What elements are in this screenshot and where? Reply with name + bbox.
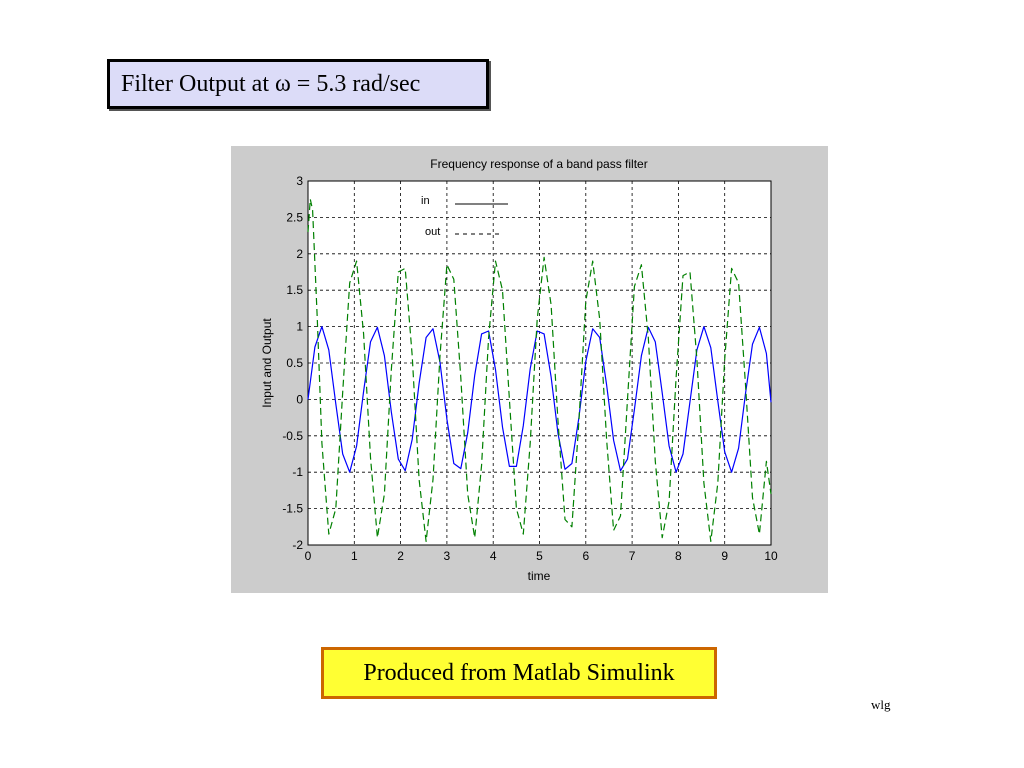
- series-layer: [307, 198, 772, 542]
- x-tick-label: 5: [536, 549, 543, 563]
- series-line-out: [307, 198, 772, 542]
- footer-initials: wlg: [871, 697, 891, 712]
- y-tick-label: -0.5: [282, 429, 303, 443]
- y-tick-label: -1.5: [282, 502, 303, 516]
- legend-label-out: out: [425, 226, 440, 238]
- y-axis-label: Input and Output: [260, 318, 274, 408]
- legend-label-in: in: [421, 195, 430, 207]
- y-tick-label: -2: [292, 538, 303, 552]
- grid-layer: [308, 181, 771, 545]
- chart-title: Frequency response of a band pass filter: [430, 157, 647, 171]
- y-tick-label: -1: [292, 465, 303, 479]
- tick-layer: 0 1 2 3 4 5 6 7 8 9 10 3 2.5 2 1.5 1 0.5 0 -0.5 -1 -1.5 -2: [282, 174, 778, 563]
- caption-box: Produced from Matlab Simulink: [321, 647, 717, 699]
- x-tick-label: 9: [721, 549, 728, 563]
- y-tick-label: 1.5: [286, 283, 303, 297]
- x-tick-label: 1: [351, 549, 358, 563]
- y-tick-label: 0.5: [286, 356, 303, 370]
- chart-figure: 0 1 2 3 4 5 6 7 8 9 10 3 2.5 2 1.5 1 0.5 0 -0.5 -1 -1.5 -2 Fr…: [231, 146, 828, 593]
- chart-legend: in out: [421, 195, 508, 238]
- chart-svg: 0 1 2 3 4 5 6 7 8 9 10 3 2.5 2 1.5 1 0.5 0 -0.5 -1 -1.5 -2 Fr…: [260, 157, 778, 583]
- slide-title: Filter Output at ω = 5.3 rad/sec: [107, 59, 489, 109]
- y-tick-label: 3: [296, 174, 303, 188]
- x-tick-label: 8: [675, 549, 682, 563]
- x-tick-label: 2: [397, 549, 404, 563]
- series-line-in: [307, 326, 772, 473]
- y-tick-label: 0: [296, 392, 303, 406]
- x-tick-label: 3: [444, 549, 451, 563]
- x-axis-label: time: [528, 569, 551, 583]
- x-tick-label: 0: [305, 549, 312, 563]
- y-tick-label: 2.5: [286, 210, 303, 224]
- x-tick-label: 6: [582, 549, 589, 563]
- y-tick-label: 1: [296, 320, 303, 334]
- x-tick-label: 10: [764, 549, 778, 563]
- y-tick-label: 2: [296, 247, 303, 261]
- x-tick-label: 4: [490, 549, 497, 563]
- x-tick-label: 7: [629, 549, 636, 563]
